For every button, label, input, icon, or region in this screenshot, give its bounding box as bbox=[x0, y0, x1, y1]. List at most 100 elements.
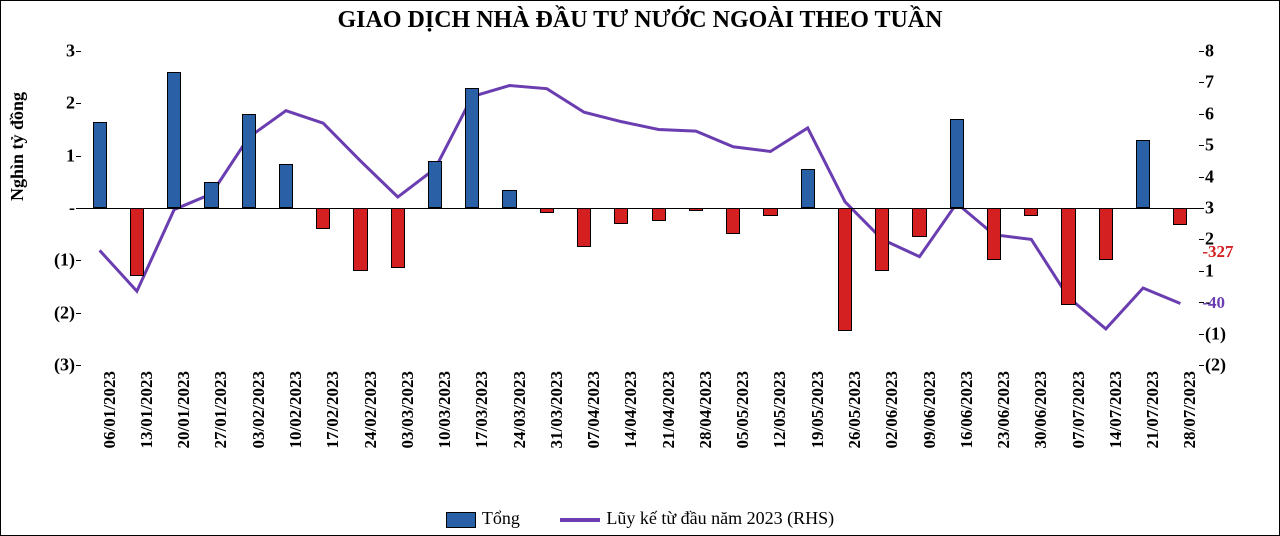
chart-title: GIAO DỊCH NHÀ ĐẦU TƯ NƯỚC NGOÀI THEO TUẦ… bbox=[1, 7, 1279, 34]
bar bbox=[614, 208, 628, 224]
x-tick-label: 05/05/2023 bbox=[733, 371, 753, 448]
y-left-tick-mark bbox=[76, 156, 81, 157]
y-right-tick-mark bbox=[1199, 365, 1204, 366]
bar bbox=[353, 208, 367, 271]
x-tick-label: 13/01/2023 bbox=[137, 371, 157, 448]
x-tick-label: 21/07/2023 bbox=[1143, 371, 1163, 448]
bar bbox=[130, 208, 144, 276]
x-tick-label: 12/05/2023 bbox=[770, 371, 790, 448]
bar bbox=[93, 122, 107, 208]
x-tick-label: 10/02/2023 bbox=[286, 371, 306, 448]
x-tick-label: 28/07/2023 bbox=[1180, 371, 1200, 448]
y-left-tick-mark bbox=[76, 51, 81, 52]
x-tick-label: 10/03/2023 bbox=[435, 371, 455, 448]
y-right-tick-mark bbox=[1199, 239, 1204, 240]
y-left-tick-mark bbox=[76, 365, 81, 366]
y-left-tick-label: - bbox=[69, 198, 75, 219]
y-left-tick-mark bbox=[76, 103, 81, 104]
x-tick-label: 03/03/2023 bbox=[398, 371, 418, 448]
x-tick-label: 27/01/2023 bbox=[211, 371, 231, 448]
legend-label-line: Lũy kế từ đầu năm 2023 (RHS) bbox=[606, 508, 834, 528]
y-right-tick-mark bbox=[1199, 271, 1204, 272]
bar bbox=[465, 88, 479, 208]
x-tick-label: 06/01/2023 bbox=[100, 371, 120, 448]
annotation-label: -327 bbox=[1202, 242, 1233, 262]
x-tick-label: 09/06/2023 bbox=[920, 371, 940, 448]
legend-label-bar: Tổng bbox=[482, 508, 520, 528]
x-tick-label: 28/04/2023 bbox=[696, 371, 716, 448]
bar bbox=[838, 208, 852, 331]
x-tick-label: 24/02/2023 bbox=[361, 371, 381, 448]
bar bbox=[242, 114, 256, 208]
y-left-tick-mark bbox=[76, 260, 81, 261]
bar bbox=[1024, 208, 1038, 216]
y-right-tick-mark bbox=[1199, 82, 1204, 83]
bar bbox=[652, 208, 666, 221]
y-right-tick-mark bbox=[1199, 208, 1204, 209]
y-right-tick-label: (2) bbox=[1205, 355, 1226, 376]
bar bbox=[763, 208, 777, 216]
y-right-tick-label: 6 bbox=[1205, 103, 1214, 124]
y-left-tick-mark bbox=[76, 208, 81, 209]
x-tick-label: 07/04/2023 bbox=[584, 371, 604, 448]
x-tick-label: 19/05/2023 bbox=[808, 371, 828, 448]
bar bbox=[316, 208, 330, 229]
x-tick-label: 20/01/2023 bbox=[174, 371, 194, 448]
bar bbox=[1136, 140, 1150, 208]
annotation-label: -40 bbox=[1202, 293, 1225, 313]
y-left-tick-label: (1) bbox=[54, 250, 75, 271]
bar bbox=[502, 190, 516, 208]
y-right-tick-mark bbox=[1199, 177, 1204, 178]
bar bbox=[1061, 208, 1075, 305]
legend-item-line: Lũy kế từ đầu năm 2023 (RHS) bbox=[560, 508, 834, 529]
x-tick-label: 21/04/2023 bbox=[659, 371, 679, 448]
bar bbox=[577, 208, 591, 247]
legend-swatch-line bbox=[560, 518, 600, 522]
bar bbox=[801, 169, 815, 208]
y-right-tick-label: 5 bbox=[1205, 135, 1214, 156]
bar bbox=[875, 208, 889, 271]
y-right-tick-label: 4 bbox=[1205, 166, 1214, 187]
x-tick-label: 23/06/2023 bbox=[994, 371, 1014, 448]
y-left-tick-mark bbox=[76, 313, 81, 314]
plot-area: 321-(1)(2)(3)87654321-(1)(2)06/01/202313… bbox=[81, 51, 1199, 365]
bar bbox=[540, 208, 554, 213]
x-tick-label: 17/02/2023 bbox=[323, 371, 343, 448]
x-tick-label: 30/06/2023 bbox=[1031, 371, 1051, 448]
x-tick-label: 14/04/2023 bbox=[621, 371, 641, 448]
y-right-tick-mark bbox=[1199, 114, 1204, 115]
x-tick-label: 02/06/2023 bbox=[882, 371, 902, 448]
x-tick-label: 14/07/2023 bbox=[1106, 371, 1126, 448]
legend-item-bar: Tổng bbox=[446, 508, 520, 529]
x-tick-label: 31/03/2023 bbox=[547, 371, 567, 448]
legend-swatch-bar bbox=[446, 512, 476, 528]
bar bbox=[950, 119, 964, 208]
y-left-tick-label: 1 bbox=[66, 145, 75, 166]
legend: Tổng Lũy kế từ đầu năm 2023 (RHS) bbox=[1, 507, 1279, 529]
x-tick-label: 16/06/2023 bbox=[957, 371, 977, 448]
y-left-tick-label: (3) bbox=[54, 355, 75, 376]
bar bbox=[689, 208, 703, 211]
y-right-tick-label: 3 bbox=[1205, 198, 1214, 219]
y-right-tick-mark bbox=[1199, 334, 1204, 335]
y-axis-label-left: Nghìn tỷ đồng bbox=[7, 92, 28, 201]
x-tick-label: 07/07/2023 bbox=[1069, 371, 1089, 448]
y-right-tick-mark bbox=[1199, 51, 1204, 52]
y-left-tick-label: (2) bbox=[54, 302, 75, 323]
x-tick-label: 03/02/2023 bbox=[249, 371, 269, 448]
y-left-tick-label: 2 bbox=[66, 93, 75, 114]
x-tick-label: 24/03/2023 bbox=[510, 371, 530, 448]
y-right-tick-label: 7 bbox=[1205, 72, 1214, 93]
y-right-tick-label: 8 bbox=[1205, 41, 1214, 62]
bar bbox=[204, 182, 218, 208]
x-tick-label: 26/05/2023 bbox=[845, 371, 865, 448]
bar bbox=[167, 72, 181, 208]
bar bbox=[1099, 208, 1113, 260]
y-right-tick-label: (1) bbox=[1205, 323, 1226, 344]
bar bbox=[912, 208, 926, 237]
y-right-tick-label: 1 bbox=[1205, 260, 1214, 281]
bar bbox=[391, 208, 405, 268]
bar bbox=[428, 161, 442, 208]
y-right-tick-mark bbox=[1199, 145, 1204, 146]
bar bbox=[279, 164, 293, 208]
